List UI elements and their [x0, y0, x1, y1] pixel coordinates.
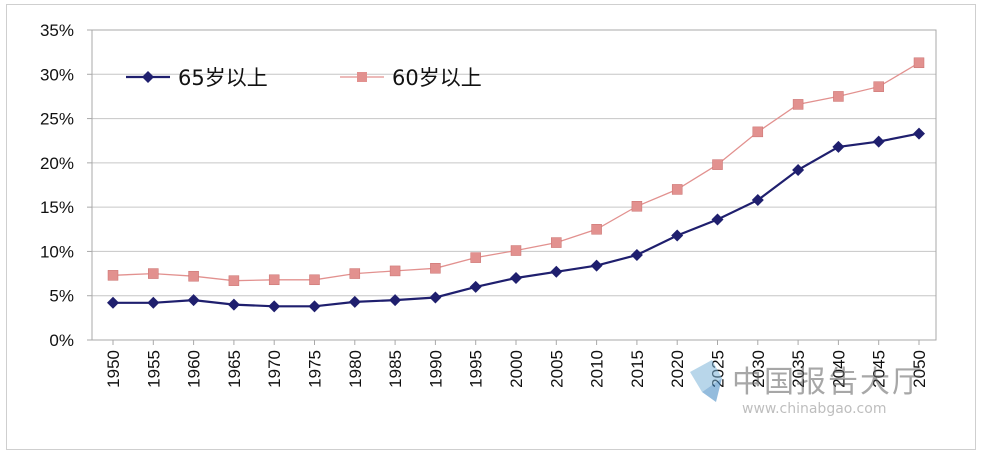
legend-item-1: 65岁以上 [126, 66, 268, 90]
series-1-point [832, 140, 845, 153]
series-2-point [712, 159, 723, 170]
x-tick-label: 2040 [829, 350, 848, 388]
series-1-point [469, 280, 482, 293]
series-2-point [913, 57, 925, 69]
y-tick-label: 0% [49, 331, 74, 350]
series-1-point [792, 163, 805, 176]
y-tick-label: 10% [40, 242, 74, 261]
series-2-point [148, 268, 159, 279]
series-2-point [792, 99, 804, 110]
series-2-point [389, 265, 401, 277]
series-1-point [711, 213, 724, 226]
grid-lines [92, 73, 936, 297]
y-tick-label: 15% [40, 198, 74, 217]
legend-label: 65岁以上 [178, 66, 268, 90]
x-tick-label: 1955 [144, 350, 163, 388]
x-tick-label: 2010 [588, 350, 607, 388]
series-1-point [872, 135, 885, 148]
series-1-point [348, 295, 361, 308]
series-2-point [309, 274, 320, 286]
series-2-point [752, 126, 764, 138]
series-1-point [590, 259, 603, 272]
x-tick-label: 2000 [507, 350, 526, 388]
x-tick-label: 2045 [870, 350, 889, 388]
series-1-point [187, 294, 200, 307]
x-tick-label: 1950 [104, 350, 123, 388]
x-tick-label: 2005 [547, 350, 566, 388]
series-2-point [470, 252, 481, 263]
series-1-point [630, 248, 643, 261]
x-tick-label: 2030 [749, 350, 768, 388]
x-tick-label: 1980 [346, 350, 365, 388]
legend-marker [142, 71, 154, 83]
series-2-point [631, 201, 643, 212]
series-1-point [429, 291, 442, 304]
plot-area [91, 29, 937, 341]
legend-item-2: 60岁以上 [340, 66, 482, 90]
series-1-point [550, 265, 563, 278]
series-2-point [107, 270, 119, 281]
x-tick-label: 2020 [668, 350, 687, 388]
series-1 [107, 127, 925, 313]
series-1-point [913, 127, 925, 140]
x-tick-label: 1985 [386, 350, 405, 388]
series-1-point [389, 294, 402, 307]
watermark-logo-icon [690, 360, 722, 402]
series-1-point [671, 229, 684, 242]
x-tick-label: 2050 [910, 350, 929, 388]
series-2-point [228, 275, 240, 286]
x-tick-label: 1990 [426, 350, 445, 388]
series-1-point [510, 272, 522, 284]
legend-label: 60岁以上 [392, 66, 482, 90]
x-tick-label: 1965 [225, 350, 244, 388]
y-tick-label: 5% [49, 287, 74, 306]
x-tick-label: 1960 [185, 350, 204, 388]
series-1-point [227, 298, 240, 311]
series-2-point [833, 91, 844, 102]
series-2 [107, 57, 925, 286]
series-2-point [349, 268, 361, 279]
series-layer [107, 57, 925, 313]
y-tick-label: 25% [40, 110, 74, 129]
x-tick-label: 1975 [306, 350, 325, 388]
series-1-point [147, 296, 160, 309]
series-2-point [188, 270, 199, 282]
y-axis: 0% 5% 10% 15% 20% 25% 30% 35% [40, 21, 92, 350]
x-tick-label: 2015 [628, 350, 647, 388]
chart-frame [6, 4, 976, 450]
y-tick-label: 30% [40, 65, 74, 84]
series-2-point [671, 184, 683, 195]
series-1-point [308, 300, 321, 313]
series-2-point [430, 263, 441, 274]
x-tick-label: 1970 [265, 350, 284, 388]
legend-marker [357, 72, 367, 82]
x-axis: 1950 1955 1960 1965 1970 1975 1980 1985 1990 1995… [104, 340, 929, 388]
series-2-point [510, 245, 522, 256]
y-tick-label: 20% [40, 154, 74, 173]
x-tick-label: 1995 [467, 350, 486, 388]
legend: 65岁以上 60岁以上 [126, 66, 482, 90]
watermark-url-text: www.chinabgao.com [742, 401, 886, 417]
watermark-brand-text: 中国报告大厅 [732, 365, 924, 400]
series-2-point [873, 81, 884, 92]
x-tick-label: 2035 [789, 350, 808, 388]
series-1-point [107, 296, 119, 309]
watermark: 中国报告大厅 www.chinabgao.com [690, 360, 924, 417]
series-2-point [591, 224, 602, 235]
series-1-point [751, 194, 764, 207]
series-1-point [268, 300, 281, 313]
y-tick-label: 35% [40, 21, 74, 40]
series-2-point [268, 274, 280, 286]
series-2-point [551, 237, 562, 248]
